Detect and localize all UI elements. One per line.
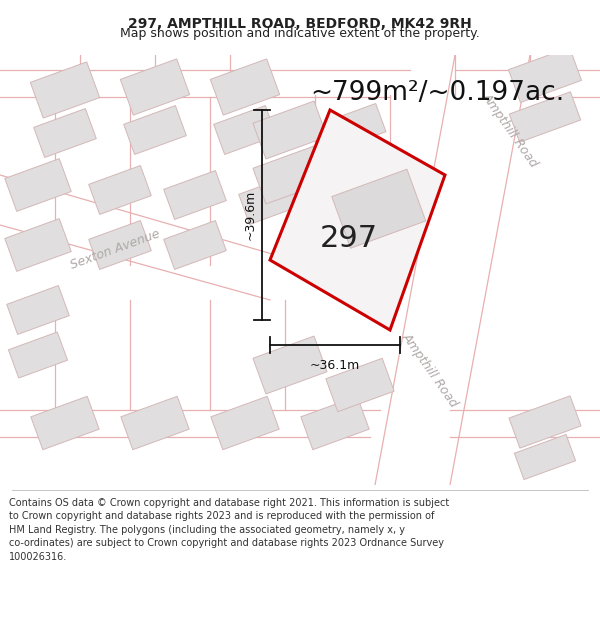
Polygon shape: [5, 159, 71, 211]
Polygon shape: [270, 110, 445, 330]
Polygon shape: [124, 106, 187, 154]
Polygon shape: [509, 92, 581, 142]
Polygon shape: [301, 396, 369, 450]
Text: Ampthill Road: Ampthill Road: [479, 91, 541, 169]
Polygon shape: [164, 171, 226, 219]
Text: Map shows position and indicative extent of the property.: Map shows position and indicative extent…: [120, 27, 480, 39]
Polygon shape: [508, 48, 581, 102]
Polygon shape: [253, 336, 327, 394]
Text: Sexton Avenue: Sexton Avenue: [68, 228, 161, 272]
Polygon shape: [211, 396, 279, 450]
Polygon shape: [89, 221, 151, 269]
Polygon shape: [164, 221, 226, 269]
Polygon shape: [253, 146, 327, 204]
Polygon shape: [239, 176, 301, 224]
Polygon shape: [332, 169, 426, 248]
Text: ~36.1m: ~36.1m: [310, 359, 360, 372]
Polygon shape: [5, 219, 71, 271]
Polygon shape: [34, 109, 97, 158]
Polygon shape: [326, 358, 394, 412]
Polygon shape: [7, 286, 70, 334]
Polygon shape: [509, 396, 581, 448]
Polygon shape: [31, 396, 99, 450]
Polygon shape: [89, 166, 151, 214]
Polygon shape: [214, 106, 277, 154]
Text: 297: 297: [320, 224, 378, 253]
Polygon shape: [8, 332, 68, 378]
Text: Contains OS data © Crown copyright and database right 2021. This information is : Contains OS data © Crown copyright and d…: [9, 498, 449, 562]
Polygon shape: [121, 59, 190, 115]
Polygon shape: [211, 59, 280, 115]
Polygon shape: [31, 62, 100, 118]
Text: ~39.6m: ~39.6m: [244, 190, 257, 240]
Polygon shape: [514, 434, 575, 479]
Text: ~799m²/~0.197ac.: ~799m²/~0.197ac.: [310, 80, 564, 106]
Polygon shape: [324, 104, 386, 151]
Polygon shape: [121, 396, 189, 450]
Polygon shape: [253, 101, 327, 159]
Text: 297, AMPTHILL ROAD, BEDFORD, MK42 9RH: 297, AMPTHILL ROAD, BEDFORD, MK42 9RH: [128, 16, 472, 31]
Text: Ampthill Road: Ampthill Road: [400, 331, 460, 409]
